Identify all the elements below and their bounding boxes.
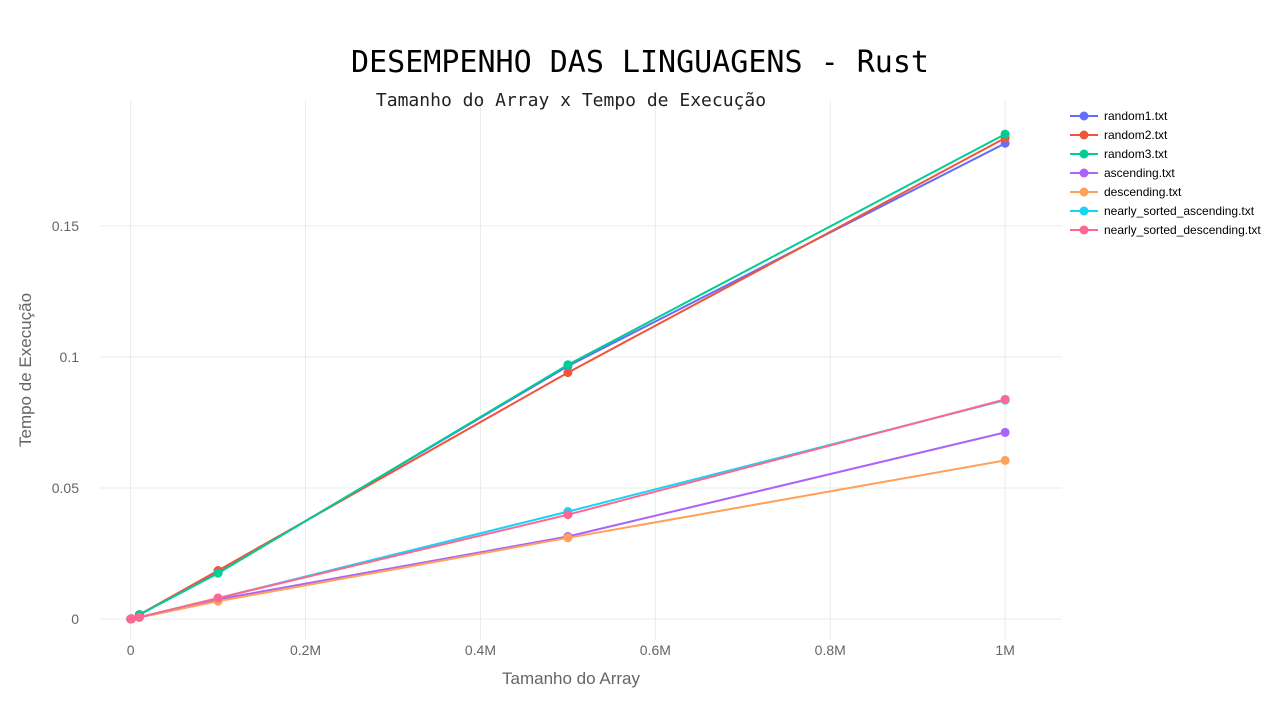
- data-point[interactable]: [1000, 129, 1010, 139]
- legend-marker: [1079, 111, 1089, 121]
- legend-item[interactable]: descending.txt: [1070, 185, 1182, 199]
- data-point[interactable]: [563, 360, 573, 370]
- data-point[interactable]: [563, 510, 573, 520]
- legend-item[interactable]: random1.txt: [1070, 109, 1168, 123]
- legend-label: nearly_sorted_ascending.txt: [1104, 204, 1255, 218]
- legend-item[interactable]: ascending.txt: [1070, 166, 1175, 180]
- data-point[interactable]: [126, 614, 136, 624]
- data-point[interactable]: [1000, 394, 1010, 404]
- legend-item[interactable]: nearly_sorted_descending.txt: [1070, 223, 1261, 237]
- y-tick-label: 0.1: [60, 349, 80, 365]
- chart-subtitle: Tamanho do Array x Tempo de Execução: [376, 90, 766, 111]
- data-point[interactable]: [563, 368, 573, 378]
- legend-item[interactable]: nearly_sorted_ascending.txt: [1070, 204, 1255, 218]
- x-axis-label: Tamanho do Array: [502, 669, 640, 688]
- y-tick-label: 0.05: [52, 480, 79, 496]
- legend-marker: [1079, 206, 1089, 216]
- legend-item[interactable]: random2.txt: [1070, 128, 1168, 142]
- x-tick-label: 0.4M: [465, 642, 496, 658]
- legend-item[interactable]: random3.txt: [1070, 147, 1168, 161]
- x-tick-label: 0: [127, 642, 135, 658]
- series-line: [130, 431, 1006, 620]
- x-tick-label: 1M: [995, 642, 1014, 658]
- legend-label: random2.txt: [1104, 128, 1168, 142]
- data-point[interactable]: [563, 533, 573, 543]
- axis-ticks: 0 0.2M 0.4M 0.6M 0.8M 1M 0 0.05 0.1 0.15: [52, 218, 1015, 658]
- y-tick-label: 0: [71, 611, 79, 627]
- legend-label: nearly_sorted_descending.txt: [1104, 223, 1261, 237]
- x-tick-label: 0.8M: [815, 642, 846, 658]
- legend-marker: [1079, 187, 1089, 197]
- legend-label: random1.txt: [1104, 109, 1168, 123]
- x-tick-label: 0.6M: [640, 642, 671, 658]
- series-descending-txt: [126, 455, 1010, 624]
- legend-marker: [1079, 225, 1089, 235]
- legend-marker: [1079, 149, 1089, 159]
- series-random1-txt: [126, 138, 1010, 624]
- legend-label: descending.txt: [1104, 185, 1182, 199]
- x-tick-label: 0.2M: [290, 642, 321, 658]
- data-point[interactable]: [134, 612, 144, 622]
- legend-marker: [1079, 168, 1089, 178]
- y-tick-label: 0.15: [52, 218, 79, 234]
- data-point[interactable]: [213, 593, 223, 603]
- legend-label: random3.txt: [1104, 147, 1168, 161]
- series-nearly-sorted-descending-txt: [126, 394, 1010, 624]
- legend-marker: [1079, 130, 1089, 140]
- chart-title: DESEMPENHO DAS LINGUAGENS - Rust: [351, 45, 929, 80]
- data-point[interactable]: [213, 568, 223, 578]
- legend[interactable]: random1.txt random2.txt random3.txt ascendi…: [1070, 109, 1261, 237]
- data-point[interactable]: [1000, 455, 1010, 465]
- series-lines: [126, 129, 1010, 624]
- y-axis-label: Tempo de Execução: [16, 293, 35, 447]
- data-point[interactable]: [1000, 427, 1010, 437]
- legend-label: ascending.txt: [1104, 166, 1175, 180]
